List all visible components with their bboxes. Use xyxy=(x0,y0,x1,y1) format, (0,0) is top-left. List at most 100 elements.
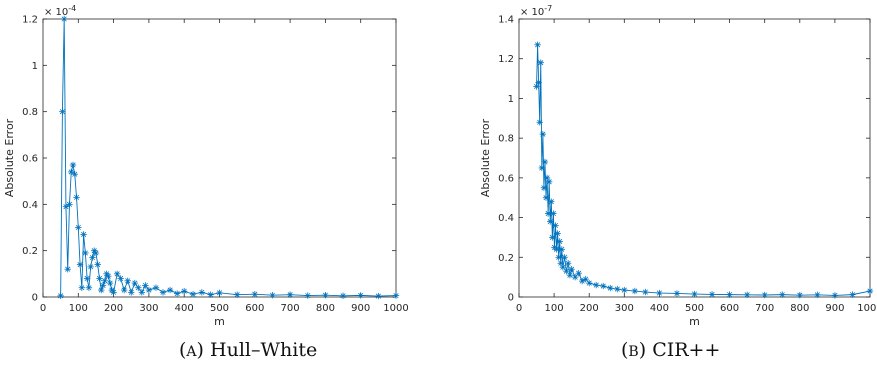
caption-a: (A) Hull–White xyxy=(179,339,317,361)
x-tick-label: 700 xyxy=(755,303,774,314)
marker-stroke xyxy=(358,292,364,298)
data-point xyxy=(106,279,114,287)
y-tick-label: 0 xyxy=(508,293,514,304)
data-point xyxy=(536,119,543,126)
data-point xyxy=(656,289,663,297)
data-point xyxy=(548,198,555,205)
marker-stroke xyxy=(121,287,127,293)
caption-b-text: CIR++ xyxy=(652,339,721,361)
data-point xyxy=(286,291,294,298)
caption-b-close: ) xyxy=(638,339,647,361)
marker-stroke xyxy=(84,275,90,282)
marker-stroke xyxy=(102,278,108,284)
marker-stroke xyxy=(135,285,141,291)
marker-stroke xyxy=(139,289,145,295)
marker-stroke xyxy=(614,286,620,292)
x-tick-label: 700 xyxy=(281,303,300,314)
marker-stroke xyxy=(536,79,542,86)
data-point xyxy=(138,289,146,296)
marker-stroke xyxy=(167,287,173,293)
data-point xyxy=(535,79,542,86)
data-point xyxy=(761,291,768,299)
data-point xyxy=(549,234,556,241)
data-point xyxy=(71,171,78,178)
marker-stroke xyxy=(66,201,73,207)
data-point xyxy=(779,291,786,298)
marker-stroke xyxy=(762,292,768,298)
data-point xyxy=(76,261,84,268)
marker-stroke xyxy=(559,246,565,252)
marker-stroke xyxy=(393,293,399,299)
caption-a-open: ( xyxy=(179,339,187,361)
marker-stroke xyxy=(287,292,293,298)
marker-stroke xyxy=(174,290,180,297)
data-point xyxy=(533,83,540,90)
data-point xyxy=(110,289,117,296)
marker-stroke xyxy=(814,292,820,298)
data-point xyxy=(552,222,559,229)
data-point xyxy=(614,285,621,293)
marker-stroke xyxy=(867,288,873,294)
data-point xyxy=(207,291,214,298)
marker-stroke xyxy=(562,254,568,260)
data-point xyxy=(142,282,149,289)
marker-stroke xyxy=(322,292,328,298)
marker-stroke xyxy=(89,255,95,261)
y-tick-label: 0.2 xyxy=(498,253,514,264)
x-tick-label: 0 xyxy=(516,303,522,314)
data-point xyxy=(87,263,94,271)
marker-stroke xyxy=(88,264,94,270)
data-point xyxy=(131,279,138,287)
y-tick-label: 0 xyxy=(32,293,38,304)
y-exponent-power: -4 xyxy=(68,4,76,13)
data-point xyxy=(159,289,167,296)
data-point xyxy=(631,287,639,295)
y-exponent-power: -7 xyxy=(544,4,552,13)
data-point xyxy=(743,291,751,299)
data-point xyxy=(543,174,551,182)
marker-stroke xyxy=(132,280,138,286)
marker-stroke xyxy=(128,289,134,295)
caption-a-text: Hull–White xyxy=(210,339,318,361)
marker-stroke xyxy=(111,289,117,295)
data-point xyxy=(673,290,681,297)
data-point xyxy=(85,284,93,291)
data-point xyxy=(540,184,548,191)
data-point xyxy=(568,266,575,273)
marker-stroke xyxy=(583,276,589,282)
marker-stroke xyxy=(75,224,81,231)
x-tick-label: 900 xyxy=(351,303,370,314)
data-point xyxy=(117,275,124,282)
x-tick-label: 100 xyxy=(69,303,88,314)
marker-stroke xyxy=(86,285,92,291)
data-point xyxy=(322,291,329,299)
marker-stroke xyxy=(567,272,573,278)
data-point xyxy=(539,130,547,138)
marker-stroke xyxy=(632,288,638,294)
data-point xyxy=(642,288,649,296)
data-point xyxy=(92,249,100,257)
marker-stroke xyxy=(181,288,187,294)
data-point xyxy=(120,286,128,294)
data-point xyxy=(78,284,86,291)
marker-stroke xyxy=(118,275,124,282)
marker-stroke xyxy=(160,289,166,295)
data-point xyxy=(94,261,101,268)
x-tick-label: 200 xyxy=(104,303,123,314)
marker-stroke xyxy=(114,271,120,277)
marker-stroke xyxy=(579,278,585,284)
data-point xyxy=(534,41,541,49)
caption-b: (B) CIR++ xyxy=(621,339,720,361)
data-point xyxy=(561,254,568,261)
marker-stroke xyxy=(105,273,111,279)
x-axis-label: m xyxy=(214,315,225,328)
plot-area xyxy=(42,18,397,298)
data-point xyxy=(538,164,546,172)
data-point xyxy=(621,286,628,294)
x-tick-label: 1000 xyxy=(383,303,408,314)
data-point xyxy=(708,291,716,298)
chart-a: 0 100 200 300 400 500 600 700 800 900 1000 0 0.2 0.4 0… xyxy=(3,4,409,328)
y-tick-label: 0.2 xyxy=(22,246,38,257)
marker-stroke xyxy=(849,292,855,298)
